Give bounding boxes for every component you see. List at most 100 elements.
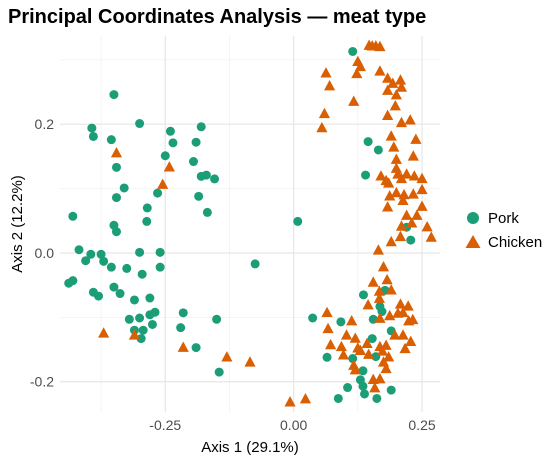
data-point-chicken [320,67,332,78]
data-point-pork [153,188,163,198]
data-point-pork [176,323,186,333]
data-point-chicken [374,312,386,323]
data-point-pork [111,227,121,237]
data-point-chicken [421,221,433,232]
data-point-chicken [389,329,401,340]
data-point-chicken [351,67,363,79]
data-point-pork [363,137,373,147]
data-point-pork [168,138,178,148]
data-point-pork [124,314,134,324]
data-point-chicken [385,284,397,295]
data-point-pork [135,313,145,323]
legend: Pork Chicken [464,206,542,254]
data-point-pork [358,290,368,300]
data-point-chicken [390,89,402,100]
data-point-chicken [367,373,379,385]
data-point-pork [212,314,222,324]
data-point-pork [135,119,145,129]
data-point-chicken [425,231,437,242]
data-point-chicken [410,133,422,144]
data-point-pork [348,46,358,56]
data-point-chicken [335,340,348,352]
data-point-pork [81,256,91,266]
data-point-chicken [374,65,386,76]
data-point-pork [106,135,116,145]
data-point-pork [250,259,260,269]
data-point-pork [145,310,155,320]
data-point-pork [135,247,145,257]
data-point-chicken [397,329,409,340]
data-point-pork [111,193,121,203]
data-point-chicken [405,335,417,347]
data-point-pork [196,122,206,132]
x-axis-title: Axis 1 (29.1%) [201,439,299,456]
data-point-chicken [390,162,402,173]
data-point-chicken [407,188,419,199]
data-point-chicken [110,147,123,158]
data-point-pork [129,295,139,305]
data-point-chicken [404,114,416,125]
data-point-chicken [376,345,389,356]
data-point-pork [68,211,78,221]
data-point-chicken [401,209,413,220]
data-point-pork [142,216,152,226]
chart-title: Principal Coordinates Analysis — meat ty… [8,6,427,28]
data-point-chicken [398,188,410,200]
data-point-chicken [381,273,393,285]
data-point-chicken [363,348,375,359]
data-point-chicken [401,168,413,179]
data-point-chicken [397,306,409,318]
data-point-chicken [98,327,110,338]
data-point-chicken [346,315,358,326]
data-point-pork [336,317,346,327]
data-point-chicken [374,40,386,52]
data-point-pork [155,262,165,272]
data-point-chicken [389,100,401,111]
data-point-pork [142,203,152,213]
y-tick-label: -0.2 [30,374,54,390]
data-point-pork [348,354,358,364]
data-point-chicken [395,81,408,92]
data-point-chicken [407,313,419,325]
data-point-chicken [416,183,428,195]
data-point-pork [360,389,370,399]
data-point-pork [191,137,201,147]
data-point-chicken [323,80,336,91]
data-point-chicken [163,161,175,172]
data-point-pork [372,393,382,403]
data-point-chicken [367,276,379,287]
data-point-chicken [369,382,381,393]
data-point-chicken [395,172,408,184]
data-point-pork [99,256,109,266]
data-point-pork [308,313,318,323]
data-point-chicken [373,285,386,296]
data-point-chicken [318,107,331,119]
data-point-chicken [399,342,411,354]
data-point-pork [322,352,332,362]
data-point-chicken [380,362,392,374]
data-point-pork [122,263,132,273]
x-tick-label: 0.00 [280,417,307,433]
data-point-pork [64,278,74,288]
data-point-pork [138,325,148,335]
data-point-chicken [394,230,407,242]
data-point-chicken [375,170,387,181]
data-point-chicken [377,260,390,272]
data-point-pork [74,245,84,255]
data-point-pork [361,170,371,180]
legend-item-pork: Pork [464,206,542,230]
data-point-pork [94,291,104,301]
data-point-chicken [380,174,392,186]
legend-label-pork: Pork [488,209,519,227]
data-point-pork [373,145,383,155]
data-point-chicken [349,332,361,343]
data-point-pork [358,366,368,376]
data-point-chicken [325,338,337,350]
data-point-pork [386,385,396,395]
data-point-chicken [373,292,386,303]
data-point-chicken [382,72,394,83]
series-chicken [98,39,437,407]
data-point-chicken [349,363,361,375]
data-point-pork [86,249,96,259]
